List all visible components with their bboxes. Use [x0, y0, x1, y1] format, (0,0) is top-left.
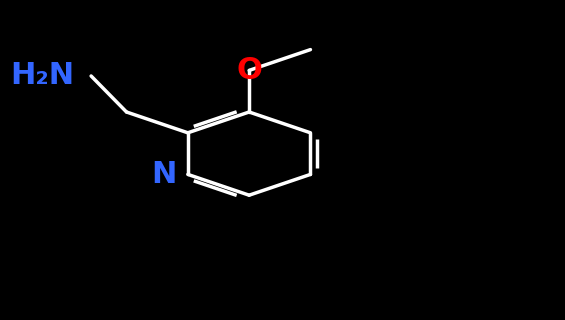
- Text: H₂N: H₂N: [11, 61, 75, 91]
- Text: N: N: [151, 160, 177, 189]
- Text: O: O: [236, 56, 262, 85]
